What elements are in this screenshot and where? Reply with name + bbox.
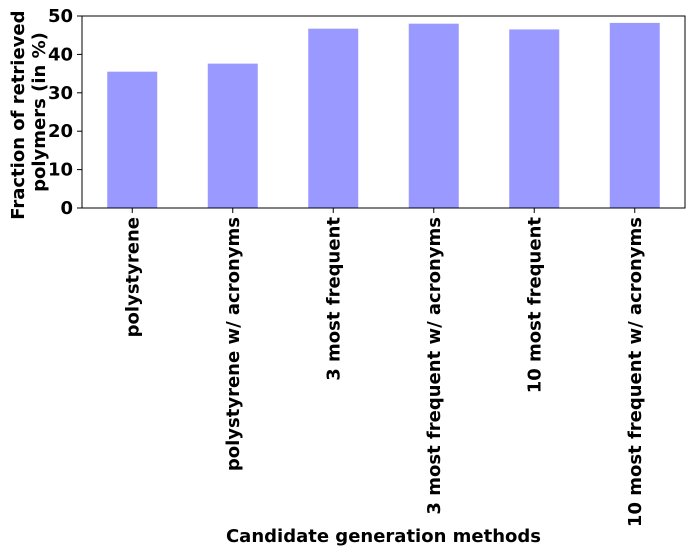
y-tick-label-6: 50 bbox=[48, 6, 73, 27]
x-axis-ticks: polystyrene polystyrene w/ acronyms 3 most… bbox=[123, 208, 646, 527]
bar-1 bbox=[107, 71, 158, 209]
y-axis-label-line-1: Fraction of retrieved bbox=[8, 10, 29, 219]
y-tick-label-1: 0 bbox=[60, 198, 73, 219]
x-axis-label: Candidate generation methods bbox=[226, 526, 541, 547]
y-tick-label-5: 40 bbox=[48, 44, 73, 65]
y-tick-label-4: 30 bbox=[48, 83, 73, 104]
y-axis-label: Fraction of retrieved polymers (in %) bbox=[8, 4, 50, 220]
bar-5 bbox=[509, 29, 560, 208]
bars-layer bbox=[107, 22, 660, 209]
x-tick-label-4: 3 most frequent w/ acronyms bbox=[424, 217, 445, 515]
y-axis-label-line-2: polymers (in %) bbox=[29, 32, 50, 192]
x-tick-label-5: 10 most frequent bbox=[525, 217, 546, 394]
bar-3 bbox=[308, 28, 359, 209]
x-tick-label-3: 3 most frequent bbox=[324, 217, 345, 381]
bar-6 bbox=[609, 22, 660, 208]
bar-4 bbox=[408, 23, 459, 209]
plot-frame bbox=[81, 15, 686, 209]
y-axis-ticks: 0 10 20 30 40 50 bbox=[48, 6, 82, 219]
bar-2 bbox=[207, 63, 258, 209]
x-tick-label-6: 10 most frequent w/ acronyms bbox=[625, 217, 646, 527]
y-tick-label-3: 20 bbox=[48, 121, 73, 142]
y-tick-label-2: 10 bbox=[48, 160, 73, 181]
x-tick-label-2: polystyrene w/ acronyms bbox=[223, 217, 244, 471]
x-tick-label-1: polystyrene bbox=[123, 217, 144, 337]
